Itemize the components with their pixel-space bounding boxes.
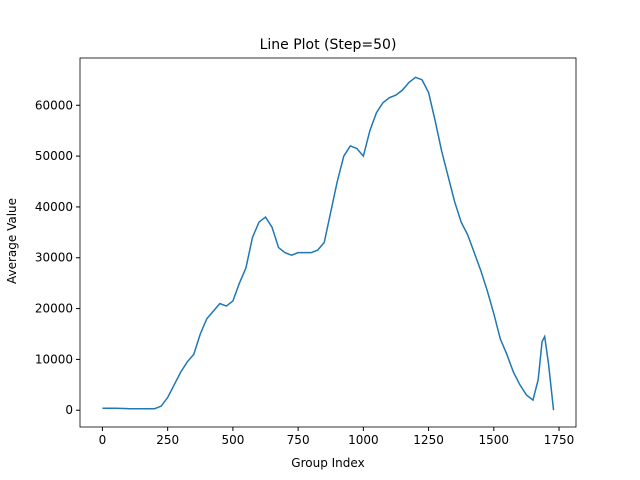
chart-title: Line Plot (Step=50) [260,37,397,53]
x-axis-label: Group Index [291,456,364,470]
x-tick-label: 0 [99,433,107,447]
x-tick-label: 500 [221,433,244,447]
x-tick-label: 750 [287,433,310,447]
y-tick-label: 50000 [35,149,73,163]
y-tick-label: 30000 [35,251,73,265]
data-line [102,76,555,411]
y-tick-label: 20000 [35,302,73,316]
x-tick-label: 1750 [544,433,575,447]
x-tick-label: 1000 [348,433,379,447]
y-axis-label: Average Value [5,198,19,284]
y-tick-label: 0 [65,403,73,417]
x-tick-label: 1250 [413,433,444,447]
y-tick-label: 40000 [35,200,73,214]
y-tick-label: 60000 [35,98,73,112]
x-tick-label: 250 [156,433,179,447]
x-tick-label: 1500 [479,433,510,447]
y-tick-label: 10000 [35,352,73,366]
plot-frame [79,57,577,428]
